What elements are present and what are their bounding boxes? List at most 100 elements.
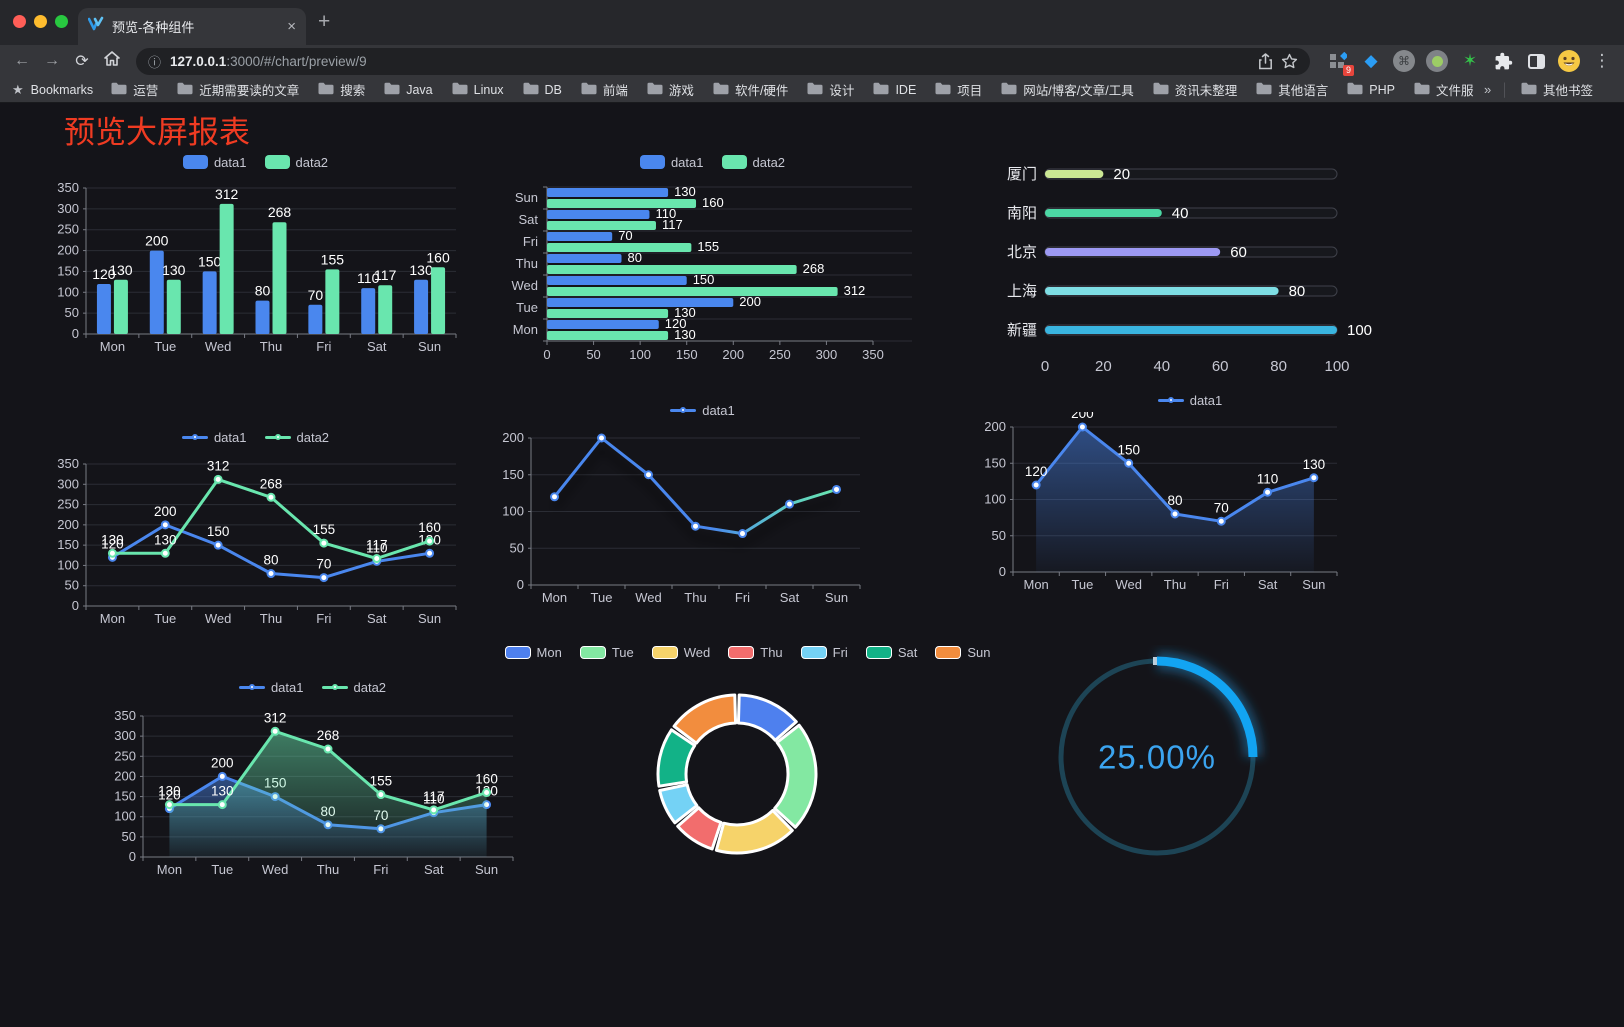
extensions-puzzle-icon[interactable]	[1491, 49, 1515, 73]
svg-text:Thu: Thu	[1164, 577, 1186, 592]
svg-text:130: 130	[162, 262, 186, 278]
bookmark-folder[interactable]: 网站/博客/文章/工具	[1001, 80, 1134, 99]
home-icon[interactable]	[100, 51, 124, 71]
svg-text:110: 110	[423, 792, 445, 807]
dev-grid-extension-icon[interactable]: 9	[1326, 49, 1354, 76]
svg-text:50: 50	[65, 305, 79, 320]
legend-item[interactable]: Fri	[800, 645, 848, 660]
svg-text:110: 110	[366, 540, 388, 555]
legend-item[interactable]: data1	[182, 155, 247, 170]
svg-text:155: 155	[370, 774, 393, 789]
svg-text:160: 160	[418, 520, 441, 535]
macos-minimize-button[interactable]	[34, 15, 47, 28]
bookmark-folder[interactable]: 项目	[935, 80, 982, 99]
svg-text:300: 300	[114, 728, 136, 743]
new-tab-button[interactable]: +	[318, 10, 331, 33]
svg-text:100: 100	[1324, 358, 1349, 375]
back-icon[interactable]: ←	[14, 52, 30, 69]
svg-text:110: 110	[357, 270, 380, 286]
tab-close-icon[interactable]: ×	[287, 18, 296, 35]
donut-chart: Mon Tue Wed Thu Fri Sat Sun	[504, 640, 990, 875]
browser-menu-icon[interactable]: ⋮	[1593, 51, 1611, 70]
bookmark-star-icon[interactable]	[1281, 53, 1298, 69]
bookmark-folder[interactable]: 运营	[111, 80, 158, 99]
bookmark-folder[interactable]: 设计	[807, 80, 854, 99]
svg-text:Tue: Tue	[154, 339, 176, 354]
bookmarks-bar: ★ Bookmarks 运营 近期需要读的文章 搜索 Java Linux DB 前端 游戏软…	[0, 77, 1624, 103]
svg-text:312: 312	[264, 710, 287, 725]
bookmark-folder[interactable]: 软件/硬件	[713, 80, 788, 99]
bookmarks-label[interactable]: Bookmarks	[30, 82, 94, 97]
svg-text:160: 160	[475, 772, 498, 787]
svg-text:120: 120	[1025, 464, 1048, 479]
svg-text:Thu: Thu	[516, 256, 538, 271]
legend-item[interactable]: Sun	[935, 645, 990, 660]
svg-text:Mon: Mon	[100, 339, 125, 354]
macos-close-button[interactable]	[13, 15, 26, 28]
bookmarks-star-icon[interactable]: ★	[12, 81, 24, 97]
legend-item[interactable]: data1	[181, 430, 247, 445]
svg-text:Thu: Thu	[684, 590, 706, 605]
forward-icon[interactable]: →	[44, 52, 60, 69]
svg-text:Wed: Wed	[635, 590, 662, 605]
macos-fullscreen-button[interactable]	[55, 15, 68, 28]
legend-item[interactable]: data2	[264, 155, 328, 170]
share-icon[interactable]	[1258, 52, 1273, 70]
address-bar[interactable]: ⓘ 127.0.0.1:3000/#/chart/preview/9	[136, 47, 1310, 75]
bookmark-folder[interactable]: Java	[384, 82, 433, 98]
svg-text:200: 200	[502, 430, 524, 445]
svg-text:Fri: Fri	[735, 590, 750, 605]
bookmark-folder[interactable]: Linux	[452, 82, 504, 98]
bookmark-folder[interactable]: 搜索	[318, 80, 365, 99]
svg-text:80: 80	[628, 250, 642, 265]
macos-traffic-lights	[13, 15, 68, 28]
recorder-extension-icon[interactable]	[1425, 49, 1449, 73]
other-bookmarks-folder[interactable]: 其他书签	[1521, 80, 1593, 99]
bookmark-folder[interactable]: 近期需要读的文章	[177, 80, 299, 99]
legend-item[interactable]: data1	[1157, 393, 1222, 408]
side-panel-icon[interactable]	[1524, 49, 1548, 73]
legend-item[interactable]: data2	[321, 680, 386, 695]
bookmark-folder[interactable]: 资讯未整理	[1153, 80, 1237, 99]
browser-tab[interactable]: 预览-各种组件 ×	[78, 8, 306, 45]
star-extension-icon[interactable]: ✶	[1462, 51, 1478, 70]
svg-text:Tue: Tue	[516, 300, 538, 315]
legend-item[interactable]: Mon	[504, 645, 562, 660]
chart-legend: data1 data2	[48, 425, 463, 449]
bookmark-folder[interactable]: 前端	[581, 80, 628, 99]
bookmark-folder[interactable]: 游戏	[647, 80, 694, 99]
bookmark-folder[interactable]: 其他语言	[1256, 80, 1328, 99]
legend-item[interactable]: Wed	[651, 645, 710, 660]
legend-item[interactable]: data1	[670, 403, 735, 418]
bookmark-folder[interactable]: 文件服务器	[1414, 80, 1474, 99]
svg-text:250: 250	[57, 497, 79, 512]
svg-text:Sat: Sat	[367, 339, 387, 354]
command-extension-icon[interactable]: ⌘	[1392, 49, 1416, 73]
legend-swatch	[182, 155, 208, 169]
legend-item[interactable]: data2	[721, 155, 785, 170]
bookmark-folder[interactable]: IDE	[873, 82, 916, 98]
svg-text:160: 160	[426, 249, 450, 265]
bookmark-folder[interactable]: PHP	[1347, 82, 1395, 98]
svg-text:200: 200	[145, 233, 169, 249]
diamond-extension-icon[interactable]: ◆	[1364, 51, 1378, 70]
chart-legend: data1 data2	[105, 675, 520, 699]
legend-item[interactable]: Tue	[579, 645, 634, 660]
progress-gauge: 25.00%	[1045, 645, 1270, 870]
legend-item[interactable]: data1	[639, 155, 704, 170]
legend-item[interactable]: data1	[238, 680, 304, 695]
svg-text:50: 50	[586, 347, 600, 362]
legend-item[interactable]: data2	[264, 430, 329, 445]
site-info-icon[interactable]: ⓘ	[148, 54, 162, 70]
bookmark-folder[interactable]: DB	[523, 82, 562, 98]
legend-item[interactable]: Sat	[865, 645, 917, 660]
chart-legend: Mon Tue Wed Thu Fri Sat Sun	[504, 640, 990, 664]
svg-text:80: 80	[255, 283, 271, 299]
svg-text:40: 40	[1172, 205, 1189, 222]
bookmarks-overflow-chevron[interactable]: »	[1483, 82, 1492, 97]
reload-icon[interactable]: ⟳	[75, 53, 89, 70]
svg-text:20: 20	[1113, 166, 1130, 183]
svg-text:25.00%: 25.00%	[1098, 739, 1216, 776]
profile-avatar[interactable]	[1557, 49, 1581, 73]
legend-item[interactable]: Thu	[728, 645, 783, 660]
